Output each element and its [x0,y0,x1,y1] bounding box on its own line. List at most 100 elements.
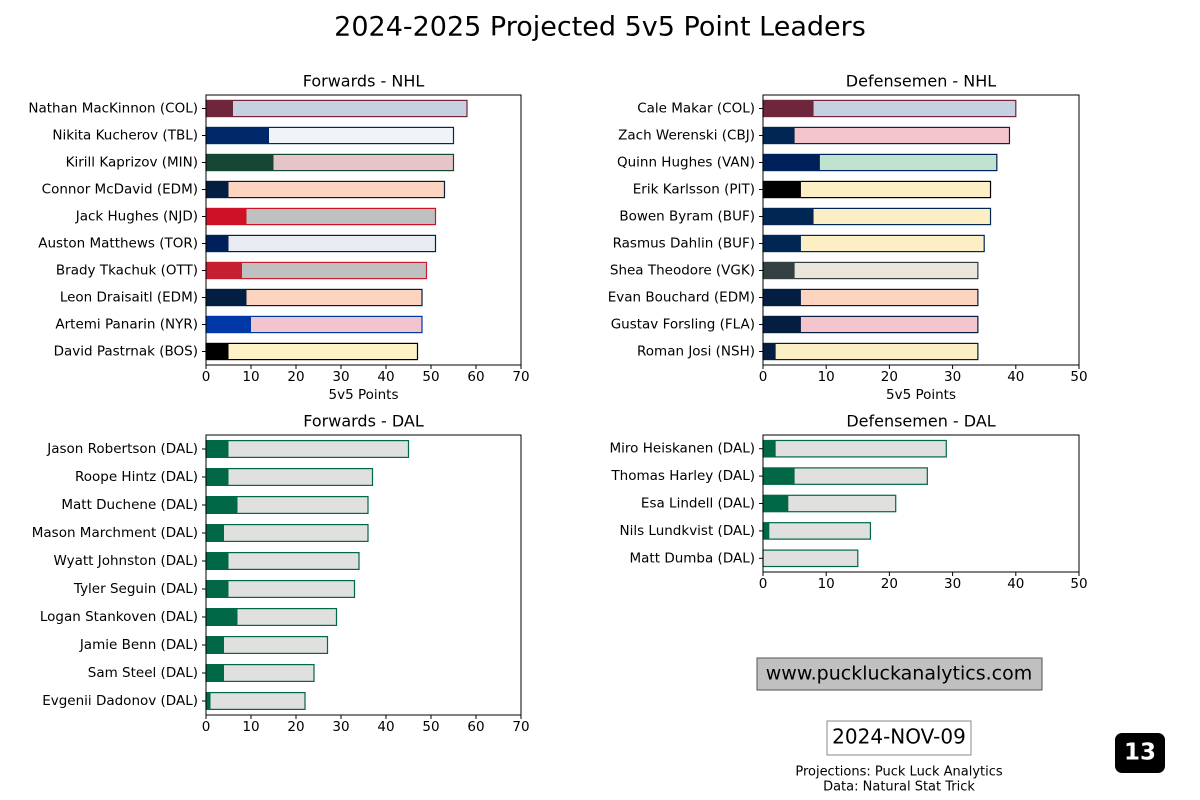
bar [205,99,468,118]
x-axis-label: 5v5 Points [886,387,956,403]
x-tick-label: 0 [759,369,768,385]
bar [763,262,795,279]
y-tick-label: Rasmus Dahlin (BUF) [613,236,755,252]
plot-frame [762,434,1080,573]
x-tick-label: 20 [287,719,304,735]
bar [206,524,224,542]
chart-title: Forwards - NHL [303,72,425,91]
y-tick-label: Thomas Harley (DAL) [610,468,755,484]
bar [763,154,820,171]
y-tick-label: Matt Dumba (DAL) [630,550,755,566]
y-tick-label: Bowen Byram (BUF) [619,209,755,225]
y-tick-label: Nikita Kucherov (TBL) [52,128,198,144]
y-tick-label: Cale Makar (COL) [637,101,755,117]
y-tick-label: Wyatt Johnston (DAL) [54,553,199,569]
bar [206,154,274,171]
bar [762,522,872,540]
bar [763,127,795,144]
bar [206,127,269,144]
x-tick-label: 0 [759,576,768,592]
x-tick-label: 40 [377,719,394,735]
x-tick-label: 20 [881,369,898,385]
bar [206,440,229,458]
y-tick-label: Logan Stankoven (DAL) [40,609,198,625]
x-tick-label: 70 [512,369,529,385]
bar [763,440,776,457]
bar [205,440,410,459]
bar [763,522,770,540]
credit: Projections: Puck Luck Analytics [795,765,1003,780]
plot-frame [205,94,522,366]
y-tick-label: Nils Lundkvist (DAL) [619,523,755,539]
website: www.puckluckanalytics.com [766,663,1032,685]
y-tick-label: Quinn Hughes (VAN) [617,155,755,171]
x-tick-label: 10 [242,719,259,735]
bar [206,208,247,225]
bar [205,635,329,654]
plot-frame [762,94,1080,366]
x-tick-label: 50 [1070,369,1087,385]
chart-title: Defensemen - DAL [846,412,995,431]
bar [763,343,776,360]
y-tick-label: Tyler Seguin (DAL) [73,581,198,597]
y-tick-label: Roman Josi (NSH) [637,344,755,360]
x-tick-label: 10 [242,369,259,385]
y-tick-label: Kirill Kaprizov (MIN) [66,155,198,171]
x-tick-label: 60 [467,369,484,385]
bar [206,580,229,598]
y-tick-label: Evan Bouchard (EDM) [608,290,755,306]
x-tick-label: 40 [1007,369,1024,385]
bar [205,180,446,199]
y-tick-label: Nathan MacKinnon (COL) [28,101,198,117]
y-tick-label: Miro Heiskanen (DAL) [610,441,755,457]
bar [762,342,979,361]
bar [763,181,801,198]
x-tick-label: 0 [202,719,211,735]
bar [205,468,374,487]
bar [206,316,251,333]
bar [206,235,229,252]
x-tick-label: 30 [332,719,349,735]
y-tick-label: Mason Marchment (DAL) [32,525,198,541]
x-tick-label: 50 [1070,576,1087,592]
x-tick-label: 20 [287,369,304,385]
y-tick-label: Auston Matthews (TOR) [38,236,198,252]
x-tick-label: 30 [944,576,961,592]
x-tick-label: 40 [1007,576,1024,592]
y-tick-label: Jamie Benn (DAL) [79,637,198,653]
bar [205,551,360,570]
x-tick-label: 30 [332,369,349,385]
bar [206,100,233,117]
y-tick-label: Sam Steel (DAL) [88,665,198,681]
bar [205,234,437,253]
y-tick-label: Zach Werenski (CBJ) [618,128,755,144]
y-tick-label: Erik Karlsson (PIT) [633,182,755,198]
date: 2024-NOV-09 [832,725,966,749]
main-title: 2024-2025 Projected 5v5 Point Leaders [334,12,866,43]
bar [205,691,306,710]
date-box [826,720,972,756]
y-tick-label: David Pastrnak (BOS) [54,344,198,360]
bar [763,316,801,333]
bar [763,208,814,225]
bar [763,467,795,485]
y-tick-label: Connor McDavid (EDM) [42,182,198,198]
bar [762,126,1011,145]
y-tick-label: Jack Hughes (NJD) [75,209,198,225]
x-tick-label: 70 [512,719,529,735]
bar [206,692,211,710]
x-tick-label: 50 [422,719,439,735]
y-tick-label: Evgenii Dadonov (DAL) [42,693,198,709]
bar [206,608,238,626]
x-tick-label: 50 [422,369,439,385]
bar [762,439,947,458]
bar [206,289,247,306]
y-tick-label: Brady Tkachuk (OTT) [56,263,198,279]
y-tick-label: Roope Hintz (DAL) [75,469,198,485]
website-box [756,657,1043,691]
x-tick-label: 10 [818,576,835,592]
bar [763,235,801,252]
bar [206,664,224,682]
y-tick-label: Matt Duchene (DAL) [61,497,198,513]
